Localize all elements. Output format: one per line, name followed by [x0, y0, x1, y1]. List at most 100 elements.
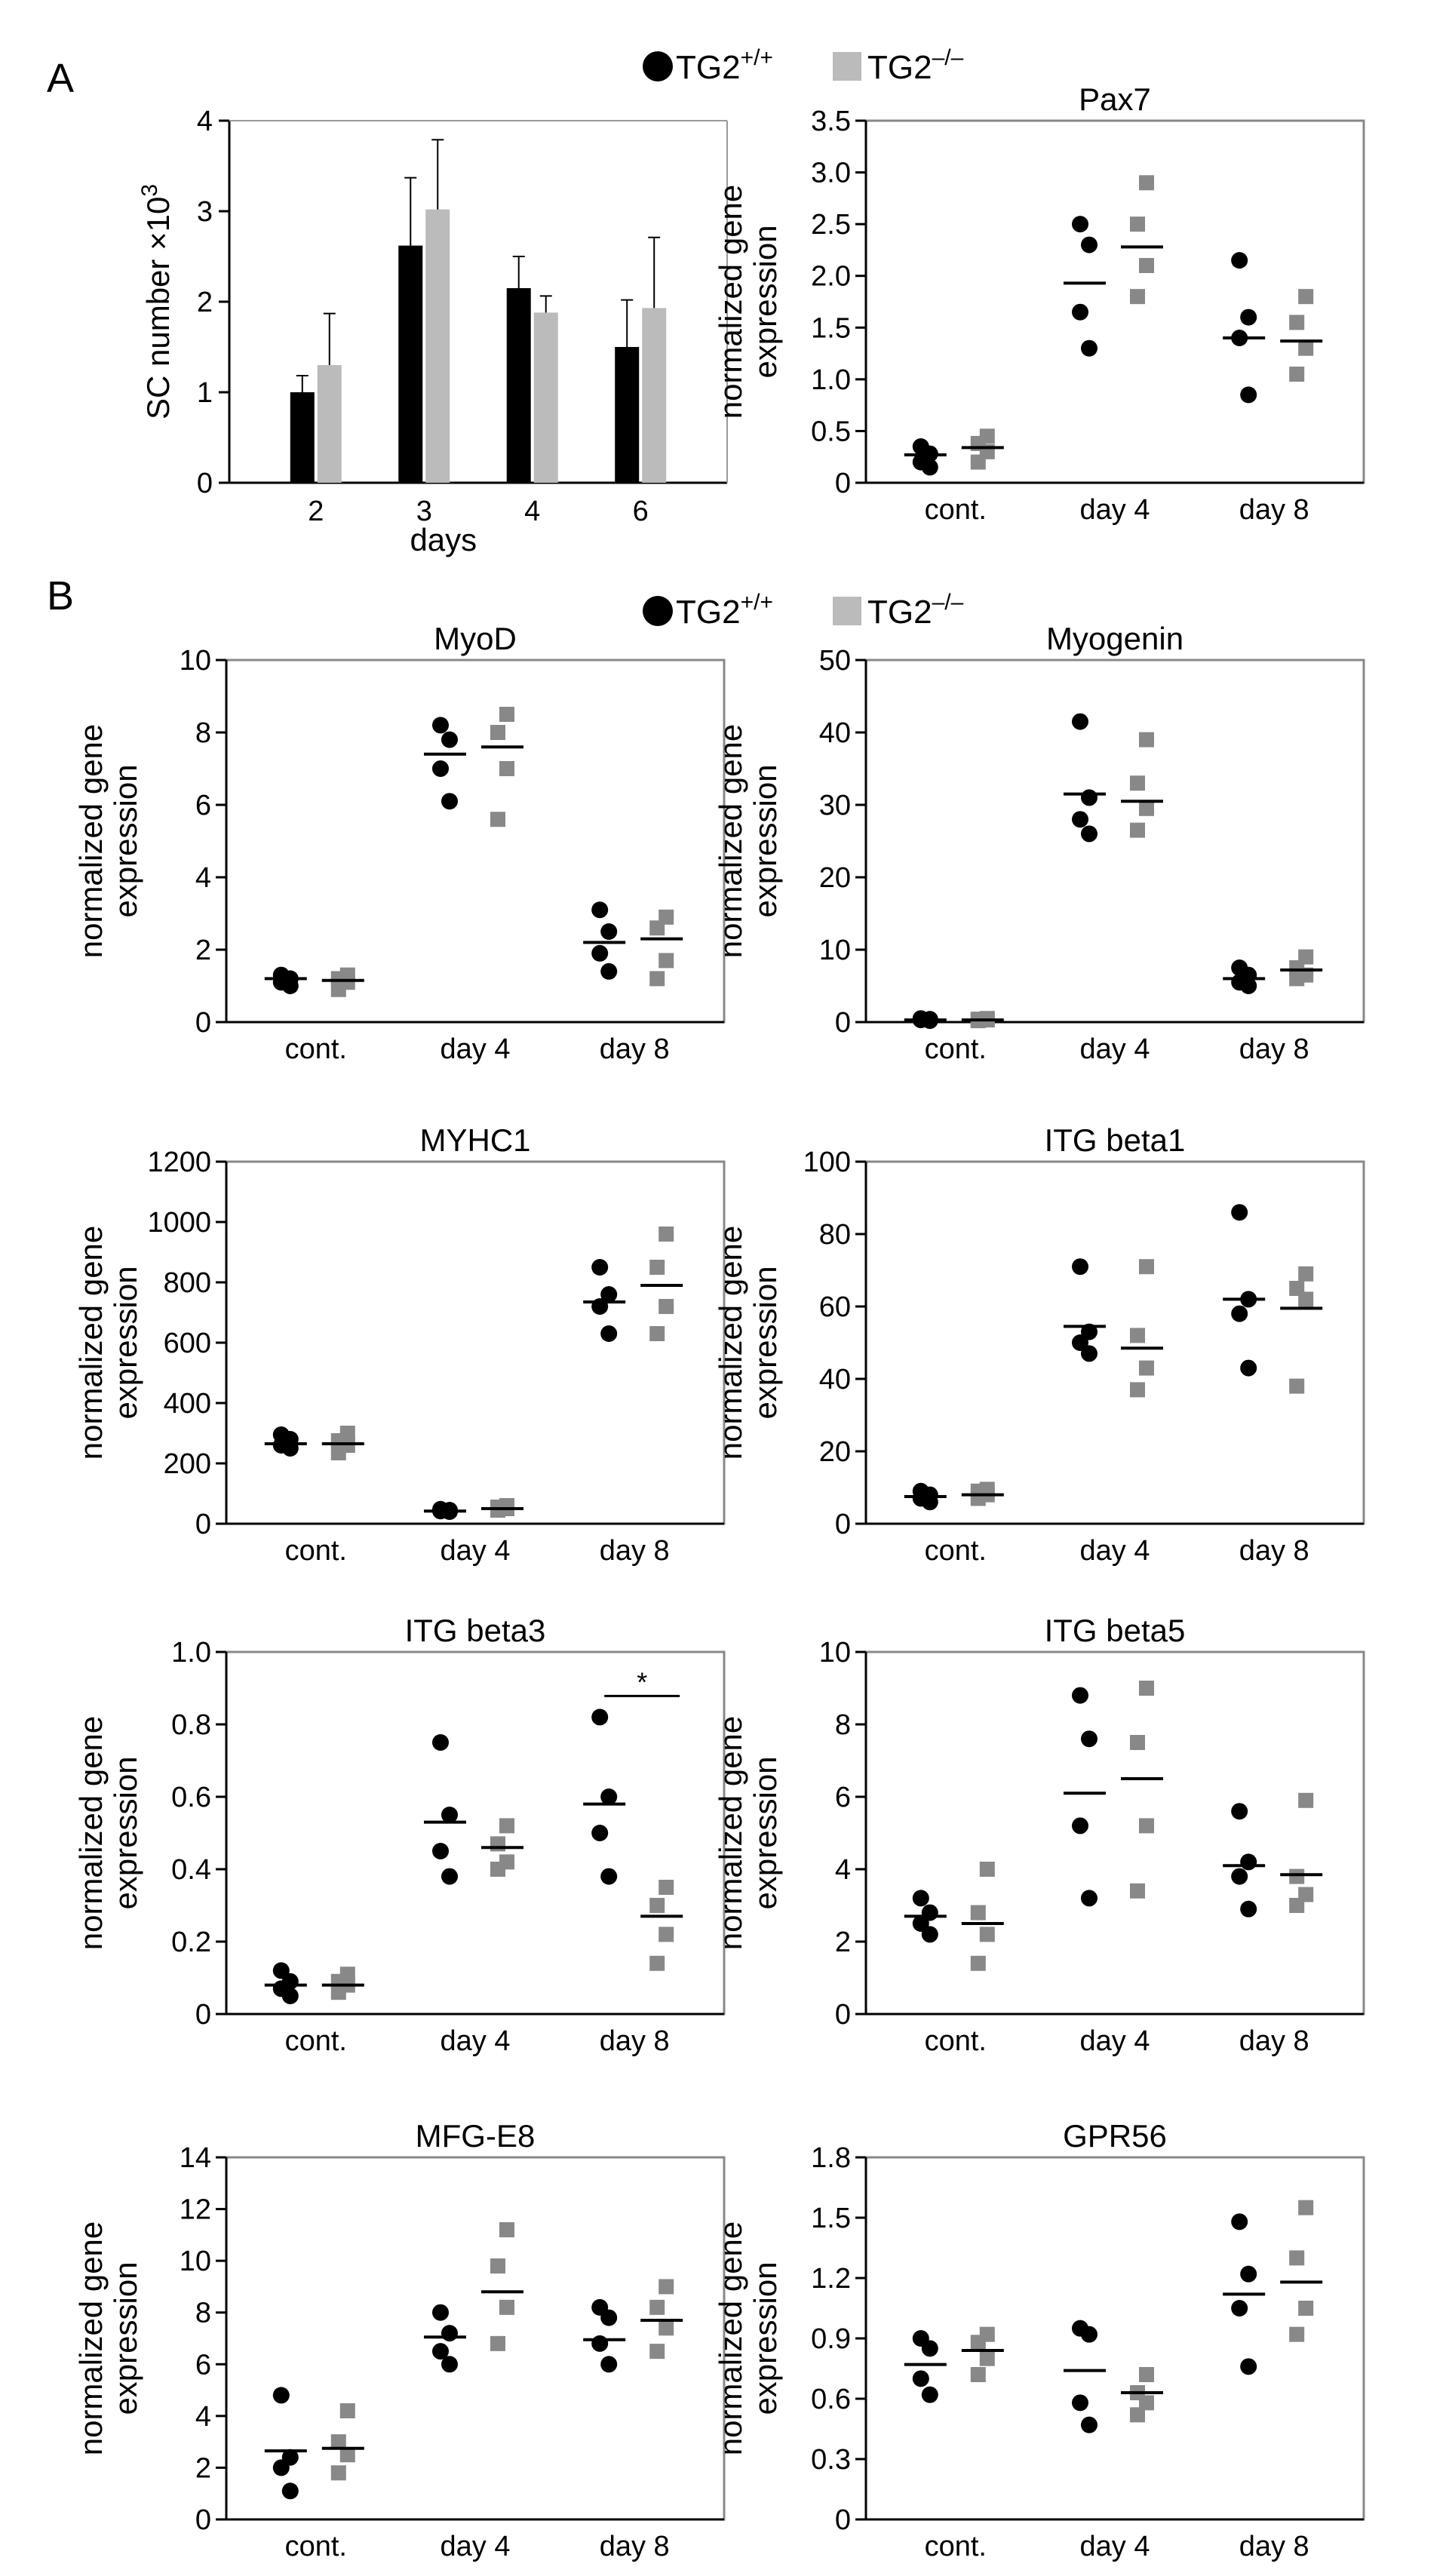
y-tick-label: 0.9: [811, 2323, 851, 2355]
point-ko: [970, 454, 986, 470]
y-tick-label: 0.3: [811, 2444, 851, 2476]
point-ko: [1289, 1378, 1305, 1394]
y-tick-label: 6: [195, 2349, 211, 2381]
point-ko: [490, 1836, 505, 1852]
legend-b-wt-label: TG2: [676, 594, 741, 631]
point-wt: [441, 2325, 458, 2342]
y-axis-label: normalized geneexpression: [713, 1226, 783, 1460]
y-axis-label-line: expression: [748, 225, 783, 378]
point-ko: [658, 953, 674, 969]
x-tick-label: cont.: [925, 2025, 987, 2057]
y-axis-label-line: normalized gene: [713, 185, 748, 419]
y-tick-label: 6: [835, 1782, 851, 1813]
point-ko: [1139, 1818, 1154, 1834]
chart-itg_beta1: 0 20 40 60 80 100 ITG beta1 cont. day 4 day 8 norm…: [713, 1122, 1365, 1567]
y-tick-label: 1.2: [811, 2263, 851, 2295]
point-wt: [1240, 1900, 1257, 1917]
y-axis-label-line: normalized gene: [713, 2221, 748, 2456]
point-wt: [600, 2356, 618, 2373]
point-ko: [499, 761, 514, 776]
point-wt: [600, 1788, 618, 1805]
y-tick-label: 0: [195, 1007, 211, 1039]
point-ko: [970, 2367, 986, 2382]
point-ko: [649, 1326, 665, 1341]
y-tick-label: 0: [835, 1999, 851, 2031]
point-ko: [649, 920, 665, 936]
y-tick-label: 30: [819, 790, 851, 821]
bar-ko: [317, 365, 342, 483]
legend-b-wt-sup: +/+: [741, 590, 773, 615]
chart-title: Myogenin: [1046, 621, 1183, 656]
legend-ko-marker: [833, 52, 861, 81]
point-ko: [1298, 1792, 1314, 1808]
y-axis-label: normalized geneexpression: [73, 1226, 143, 1460]
y-tick-label: 80: [819, 1219, 851, 1251]
point-wt: [591, 1259, 609, 1276]
point-ko: [330, 2434, 346, 2450]
point-ko: [1289, 367, 1305, 382]
y-tick-label: 0: [195, 2504, 211, 2536]
point-ko: [1139, 258, 1154, 273]
point-ko: [649, 2299, 665, 2315]
point-wt: [1081, 236, 1097, 253]
y-axis-label-line: expression: [748, 764, 783, 917]
y-tick-label: 20: [819, 1436, 851, 1468]
point-ko: [1139, 732, 1154, 748]
point-ko: [499, 707, 514, 722]
y-axis-label-line: normalized gene: [713, 724, 748, 959]
y-tick-label: 0: [195, 1509, 211, 1540]
point-ko: [979, 1862, 995, 1877]
point-ko: [490, 1862, 505, 1877]
chart-title: ITG beta5: [1045, 1613, 1186, 1648]
chart-gpr56: 0 0.3 0.6 0.9 1.2 1.5 1.8 GPR56 cont. day 4 day 8 n…: [713, 2118, 1365, 2562]
y-axis-label-line: expression: [748, 1756, 783, 1909]
point-ko: [339, 2447, 355, 2463]
y-tick-label: 40: [819, 1364, 851, 1395]
x-tick-label: 6: [633, 496, 649, 527]
y-axis-label: normalized geneexpression: [73, 724, 143, 959]
point-wt: [432, 760, 449, 777]
point-ko: [1139, 800, 1154, 816]
point-ko: [658, 1299, 674, 1314]
point-ko: [649, 2344, 665, 2360]
x-tick-label: day 8: [1239, 1535, 1309, 1567]
plot-frame: [225, 1650, 726, 2016]
y-axis-label-line: normalized gene: [713, 1226, 748, 1460]
y-axis-label-line: expression: [108, 764, 143, 917]
y-tick-label: 8: [195, 717, 211, 749]
point-ko: [1298, 289, 1314, 305]
y-tick-label: 0.6: [811, 2384, 851, 2415]
x-tick-label: cont.: [285, 1535, 347, 1567]
y-axis-label-line: expression: [108, 1756, 143, 1909]
y-tick-label: 1.0: [811, 364, 851, 396]
legend-b-ko-sup: –/–: [932, 590, 964, 615]
point-wt: [432, 1843, 449, 1859]
point-ko: [649, 1260, 665, 1275]
point-wt: [912, 1915, 929, 1932]
plot-frame: [864, 2156, 1365, 2521]
point-wt: [272, 2387, 290, 2404]
y-tick-label: 3.0: [811, 158, 851, 189]
point-wt: [1240, 978, 1257, 994]
point-wt: [600, 963, 618, 980]
point-ko: [1298, 2301, 1314, 2316]
point-wt: [1231, 252, 1248, 269]
chart-title: MFG-E8: [416, 2118, 536, 2154]
legend-b-ko-marker: [833, 597, 861, 625]
point-ko: [970, 1905, 986, 1920]
point-wt: [1072, 1334, 1088, 1351]
point-ko: [330, 1985, 346, 2000]
point-wt: [1240, 2358, 1257, 2375]
point-wt: [1231, 2300, 1248, 2317]
point-ko: [649, 971, 665, 987]
y-axis-label-line: normalized gene: [73, 2221, 109, 2456]
point-ko: [1289, 315, 1305, 330]
y-tick-label: 2.5: [811, 209, 851, 241]
point-wt: [272, 2459, 290, 2476]
point-ko: [1298, 1291, 1314, 1307]
y-tick-label: 2: [195, 935, 211, 966]
point-ko: [1139, 2395, 1154, 2411]
legend-top: TG2+/+ TG2–/–: [643, 45, 964, 86]
svg-text:TG2+/+: TG2+/+: [676, 590, 773, 631]
point-ko: [1289, 2250, 1305, 2266]
